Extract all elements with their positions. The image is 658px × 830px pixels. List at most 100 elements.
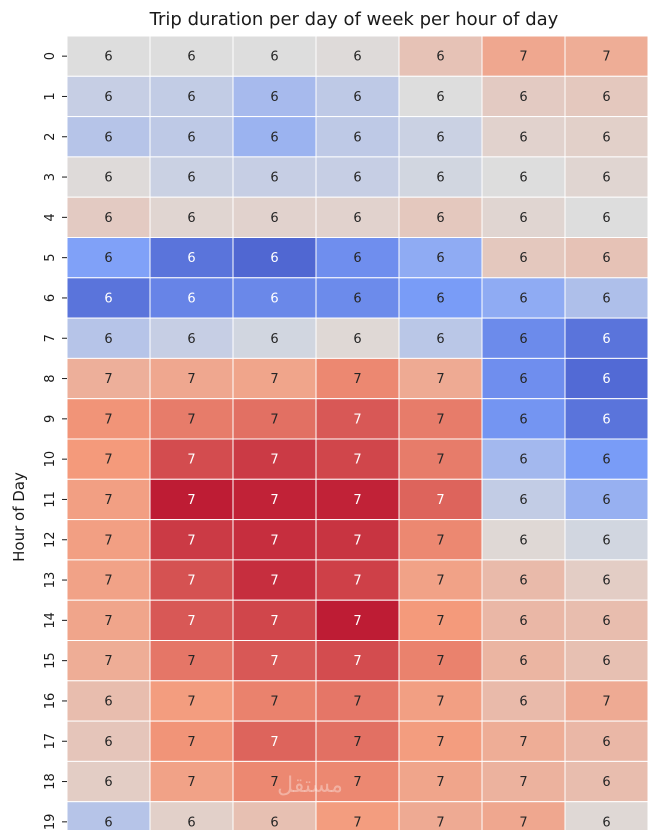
chart-title: Trip duration per day of week per hour o…: [149, 9, 559, 30]
heatmap-cell: [66, 680, 151, 722]
cell-value-label: 7: [353, 614, 361, 629]
heatmap-cell: [232, 760, 317, 803]
cell-value-label: 7: [519, 815, 527, 830]
heatmap-cell: [232, 196, 317, 238]
heatmap-cell: [315, 760, 400, 803]
cell-value-label: 6: [436, 332, 444, 347]
cell-value-label: 6: [270, 130, 278, 145]
heatmap-cell: [398, 116, 483, 158]
heatmap-cell: [232, 357, 317, 400]
heatmap-cell: [398, 398, 483, 440]
y-tick-label: 11: [43, 491, 58, 508]
y-tick-label: 19: [43, 814, 58, 830]
heatmap-cell: [315, 237, 400, 279]
heatmap-cell: [149, 438, 234, 480]
cell-value-label: 6: [353, 50, 361, 65]
cell-value-label: 7: [436, 412, 444, 427]
heatmap-cell: [398, 237, 483, 279]
heatmap-cell: [66, 398, 151, 440]
cell-value-label: 6: [519, 251, 527, 266]
y-tick-label: 2: [43, 133, 58, 141]
heatmap-cell: [564, 75, 649, 118]
heatmap-cell: [564, 317, 649, 359]
cell-value-label: 6: [104, 332, 112, 347]
cell-value-label: 6: [519, 332, 527, 347]
cell-value-label: 7: [436, 735, 444, 750]
y-tick-label: 4: [43, 213, 58, 221]
heatmap-cell: [398, 357, 483, 400]
heatmap-cell: [564, 237, 649, 279]
heatmap-cell: [481, 760, 566, 803]
heatmap-cell: [398, 559, 483, 601]
heatmap-cell: [398, 317, 483, 359]
y-tick-label: 6: [43, 294, 58, 302]
heatmap-cell: [149, 478, 234, 521]
cell-value-label: 6: [436, 291, 444, 306]
cell-value-label: 6: [104, 171, 112, 186]
heatmap-cell: [66, 720, 151, 762]
heatmap-cell: [66, 237, 151, 279]
cell-value-label: 7: [187, 654, 195, 669]
cell-value-label: 7: [519, 775, 527, 790]
cell-value-label: 7: [104, 654, 112, 669]
cell-value-label: 6: [602, 291, 610, 306]
heatmap-cell: [232, 398, 317, 440]
cell-value-label: 7: [187, 694, 195, 709]
cell-value-label: 6: [519, 614, 527, 629]
heatmap-cell: [481, 277, 566, 319]
cell-value-label: 7: [270, 412, 278, 427]
heatmap-cell: [564, 680, 649, 722]
cell-value-label: 6: [602, 614, 610, 629]
y-tick-label: 0: [43, 52, 58, 60]
heatmap-cell: [315, 801, 400, 830]
cell-value-label: 7: [353, 694, 361, 709]
heatmap-cell: [315, 317, 400, 359]
cell-value-label: 6: [602, 251, 610, 266]
cell-value-label: 6: [602, 372, 610, 387]
cell-value-label: 7: [436, 694, 444, 709]
heatmap-cell: [481, 680, 566, 722]
heatmap-cell: [149, 156, 234, 198]
heatmap-cell: [481, 35, 566, 77]
cell-value-label: 6: [353, 90, 361, 105]
cell-value-label: 7: [187, 574, 195, 589]
cell-value-label: 6: [104, 130, 112, 145]
cell-value-label: 7: [436, 654, 444, 669]
heatmap-cell: [564, 599, 649, 642]
cell-value-label: 6: [519, 654, 527, 669]
cell-value-label: 7: [187, 775, 195, 790]
cell-value-label: 6: [436, 90, 444, 105]
heatmap-cell: [315, 478, 400, 521]
cell-value-label: 6: [519, 130, 527, 145]
cell-value-label: 6: [104, 50, 112, 65]
heatmap-cell: [398, 599, 483, 642]
cell-value-label: 7: [187, 614, 195, 629]
cell-value-label: 7: [104, 412, 112, 427]
cell-value-label: 6: [104, 815, 112, 830]
cell-value-label: 6: [353, 171, 361, 186]
cell-value-label: 6: [602, 453, 610, 468]
cell-value-label: 7: [436, 453, 444, 468]
cell-value-label: 7: [436, 574, 444, 589]
cell-value-label: 6: [270, 291, 278, 306]
heatmap-cell: [481, 599, 566, 642]
heatmap-cell: [149, 640, 234, 682]
cell-value-label: 6: [602, 533, 610, 548]
y-tick-label: 1: [43, 92, 58, 100]
heatmap-cell: [564, 478, 649, 521]
cell-value-label: 7: [436, 775, 444, 790]
heatmap-cell: [315, 116, 400, 158]
y-tick-label: 14: [43, 612, 58, 629]
cell-value-label: 7: [270, 493, 278, 508]
cell-value-label: 7: [436, 533, 444, 548]
cell-value-label: 6: [104, 291, 112, 306]
cell-value-label: 6: [602, 654, 610, 669]
cell-value-label: 7: [187, 493, 195, 508]
cell-value-label: 6: [353, 291, 361, 306]
heatmap-cell: [564, 801, 649, 830]
cell-value-label: 6: [270, 90, 278, 105]
cell-value-label: 6: [519, 412, 527, 427]
heatmap-cell: [315, 680, 400, 722]
heatmap-cell: [232, 519, 317, 561]
heatmap-cell: [149, 317, 234, 359]
